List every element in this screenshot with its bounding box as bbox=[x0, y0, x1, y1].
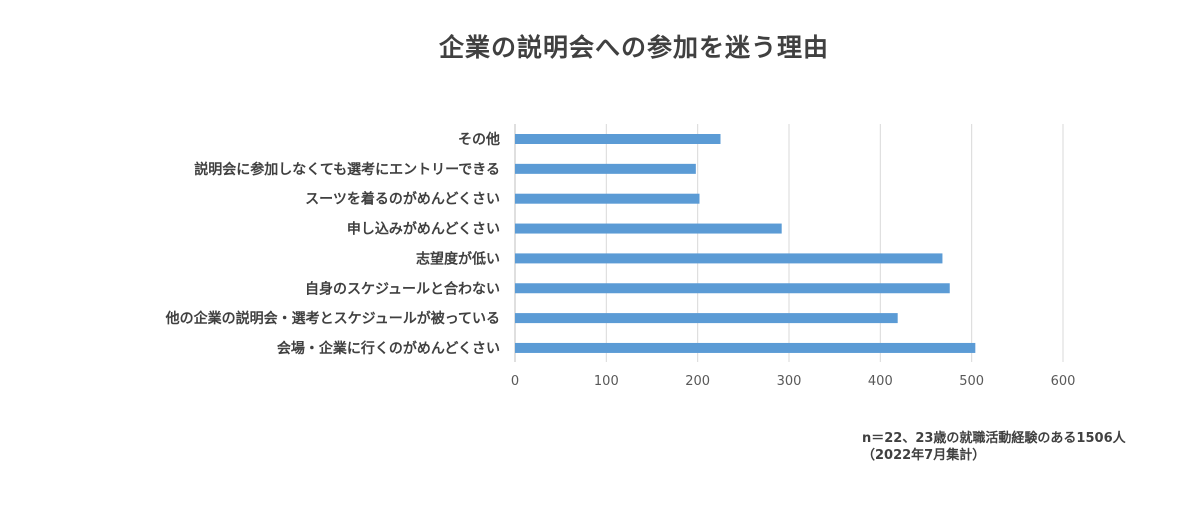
bar bbox=[515, 163, 696, 174]
x-tick-label: 100 bbox=[594, 374, 619, 389]
category-label: 他の企業の説明会・選考とスケジュールが被っている bbox=[165, 310, 500, 327]
x-tick-label: 500 bbox=[959, 374, 984, 389]
category-label: スーツを着るのがめんどくさい bbox=[305, 191, 500, 208]
bar bbox=[515, 313, 898, 324]
x-tick-label: 600 bbox=[1051, 374, 1076, 389]
category-label: 説明会に参加しなくても選考にエントリーできる bbox=[194, 161, 500, 178]
category-label: 自身のスケジュールと合わない bbox=[305, 280, 500, 297]
bar bbox=[515, 342, 976, 353]
category-label: その他 bbox=[458, 131, 500, 148]
category-label: 志望度が低い bbox=[416, 250, 500, 267]
bar bbox=[515, 193, 700, 204]
sample-note-line: n＝22、23歳の就職活動経験のある1506人 bbox=[862, 431, 1126, 446]
bar bbox=[515, 253, 943, 264]
bar bbox=[515, 134, 721, 144]
category-label: 申し込みがめんどくさい bbox=[347, 221, 500, 238]
x-tick-label: 300 bbox=[777, 374, 802, 389]
bar bbox=[515, 283, 950, 294]
x-tick-label: 400 bbox=[868, 374, 893, 389]
chart-title: 企業の説明会への参加を迷う理由 bbox=[438, 33, 829, 62]
x-tick-label: 0 bbox=[511, 374, 519, 389]
sample-note-line: （2022年7月集計） bbox=[862, 448, 986, 463]
sample-note: n＝22、23歳の就職活動経験のある1506人 （2022年7月集計） bbox=[862, 430, 1126, 464]
x-tick-label: 200 bbox=[685, 374, 710, 389]
category-label: 会場・企業に行くのがめんどくさい bbox=[277, 340, 500, 357]
bar bbox=[515, 223, 782, 234]
